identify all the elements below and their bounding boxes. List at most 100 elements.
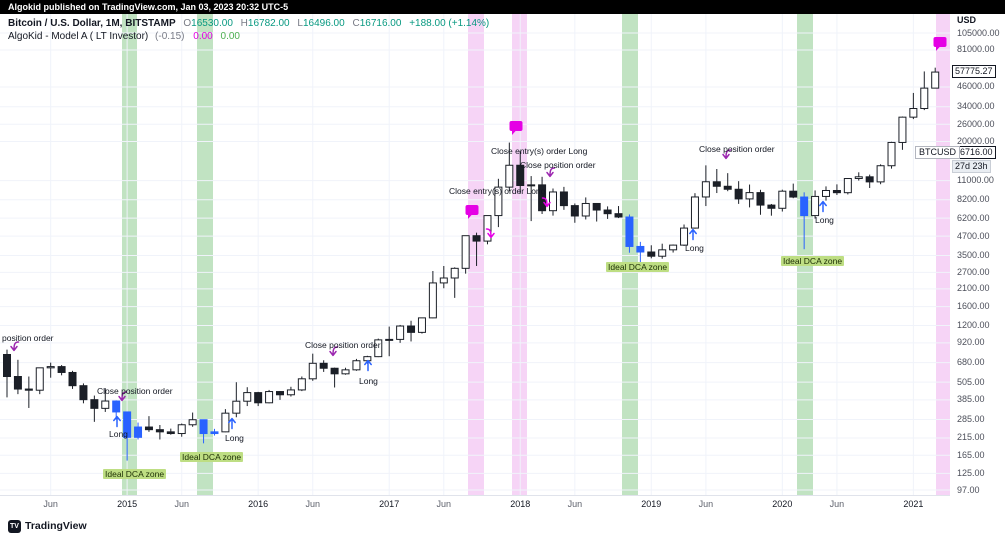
candle-body <box>680 227 689 246</box>
candle-body <box>297 378 306 391</box>
price-axis[interactable]: USD 57775.27 16716.00 27d 23h 105000.00 8… <box>950 0 1005 514</box>
publish-text: Algokid published on TradingView.com, Ja… <box>8 2 289 12</box>
chart-annotation[interactable]: Close position order <box>520 160 596 170</box>
candle-body <box>669 244 678 251</box>
chart-annotation[interactable]: Close entry(s) order Long <box>491 146 588 156</box>
dca-zone-label[interactable]: Ideal DCA zone <box>606 262 670 272</box>
legend-symbol-row[interactable]: Bitcoin / U.S. Dollar, 1M, BITSTAMP O165… <box>8 17 489 30</box>
chart-annotation[interactable]: Long <box>359 376 378 386</box>
close-value: 16716.00 <box>359 18 402 29</box>
dca-zone-band <box>122 14 137 495</box>
candle-body <box>647 251 656 257</box>
candle-body <box>931 71 940 89</box>
long-marker[interactable] <box>228 417 236 430</box>
balloon-marker[interactable] <box>933 37 947 51</box>
candle-body <box>843 178 852 194</box>
price-tick-label: 2700.00 <box>957 266 990 277</box>
chart-annotation[interactable]: Close position order <box>97 386 173 396</box>
candle-body <box>592 202 601 211</box>
candle-body <box>472 235 481 242</box>
currency-label: USD <box>957 15 977 25</box>
event-band <box>936 14 950 495</box>
candle-body <box>417 317 426 333</box>
dca-zone-band <box>622 14 638 495</box>
candle-body <box>800 196 809 217</box>
close-label: C <box>352 18 360 29</box>
last-price-label: 57775.27 <box>952 65 996 79</box>
tradingview-logo[interactable]: TV TradingView <box>8 519 87 533</box>
candle-body <box>549 191 557 212</box>
price-tick-label: 165.00 <box>957 449 985 460</box>
dca-zone-band <box>797 14 813 495</box>
candle-body <box>734 188 743 200</box>
entry-close-marker[interactable] <box>485 228 495 239</box>
close-marker[interactable] <box>722 149 732 160</box>
balloon-shape <box>465 205 479 215</box>
price-tick-label: 680.00 <box>957 357 985 368</box>
event-band <box>512 14 527 495</box>
long-marker[interactable] <box>364 359 372 372</box>
candle-body <box>407 325 416 333</box>
price-tick-label: 81000.00 <box>957 44 995 55</box>
time-tick-year: 2021 <box>903 499 924 509</box>
chart-annotation[interactable]: Long <box>225 433 244 443</box>
time-tick-year: 2019 <box>641 499 662 509</box>
candle-body <box>112 400 121 413</box>
price-tick-label: 920.00 <box>957 337 985 348</box>
candle-body <box>123 411 132 438</box>
candle-body <box>352 360 361 371</box>
candle-body <box>745 192 754 200</box>
close-marker[interactable] <box>329 346 339 357</box>
balloon-marker[interactable] <box>465 205 479 219</box>
time-tick-year: 2015 <box>117 499 138 509</box>
close-marker[interactable] <box>546 167 556 178</box>
long-marker[interactable] <box>689 228 697 241</box>
candle-body <box>330 367 339 375</box>
long-marker[interactable] <box>113 415 121 428</box>
candle-body <box>265 391 274 404</box>
entry-close-arrow-icon <box>541 197 551 208</box>
candle-body <box>385 338 394 341</box>
dca-zone-label[interactable]: Ideal DCA zone <box>180 452 244 462</box>
time-axis-separator <box>0 495 1005 496</box>
long-arrow-icon <box>819 200 827 213</box>
candle-body <box>494 186 503 217</box>
chart-annotation[interactable]: Long <box>815 215 834 225</box>
time-axis[interactable]: Jun 2015 Jun 2016 Jun 2017 Jun 2018 Jun 2019 Jun 20… <box>0 499 950 511</box>
balloon-marker[interactable] <box>509 121 523 135</box>
balloon-tail <box>936 46 940 51</box>
long-arrow-icon <box>689 228 697 241</box>
price-tick-label: 97.00 <box>957 484 980 495</box>
publish-banner: Algokid published on TradingView.com, Ja… <box>0 0 1005 14</box>
balloon-shape <box>509 121 523 131</box>
event-band <box>468 14 484 495</box>
long-marker[interactable] <box>819 200 827 213</box>
price-tick-label: 3500.00 <box>957 249 990 260</box>
balloon-tail <box>468 214 472 219</box>
high-value: 16782.00 <box>247 18 290 29</box>
close-arrow-icon <box>10 341 20 352</box>
chart-annotation[interactable]: position order <box>2 333 54 343</box>
indicator-name: AlgoKid - Model A ( LT Investor) <box>8 31 149 42</box>
entry-close-marker[interactable] <box>541 197 551 208</box>
dca-zone-label[interactable]: Ideal DCA zone <box>103 469 167 479</box>
price-tick-label: 125.00 <box>957 467 985 478</box>
candle-body <box>232 400 241 414</box>
candle-body <box>363 356 372 362</box>
close-marker[interactable] <box>10 341 20 352</box>
chart-annotation[interactable]: Close position order <box>305 340 381 350</box>
candle-body <box>101 400 110 409</box>
chart-annotation[interactable]: Close position order <box>699 144 775 154</box>
chart-annotation[interactable]: Close entry(s) order Long <box>449 186 546 196</box>
candle-body <box>832 189 841 194</box>
symbol-title: Bitcoin / U.S. Dollar, 1M, BITSTAMP <box>8 18 176 29</box>
price-tick-label: 46000.00 <box>957 81 995 92</box>
open-label: O <box>183 18 192 29</box>
dca-zone-label[interactable]: Ideal DCA zone <box>781 256 845 266</box>
chart-annotation[interactable]: Long <box>685 243 704 253</box>
candle-body <box>439 277 448 284</box>
legend-indicator-row[interactable]: AlgoKid - Model A ( LT Investor) (-0.15)… <box>8 30 489 43</box>
candlestick-chart[interactable] <box>0 0 950 495</box>
chart-annotation[interactable]: Long <box>109 429 128 439</box>
close-marker[interactable] <box>118 391 128 402</box>
